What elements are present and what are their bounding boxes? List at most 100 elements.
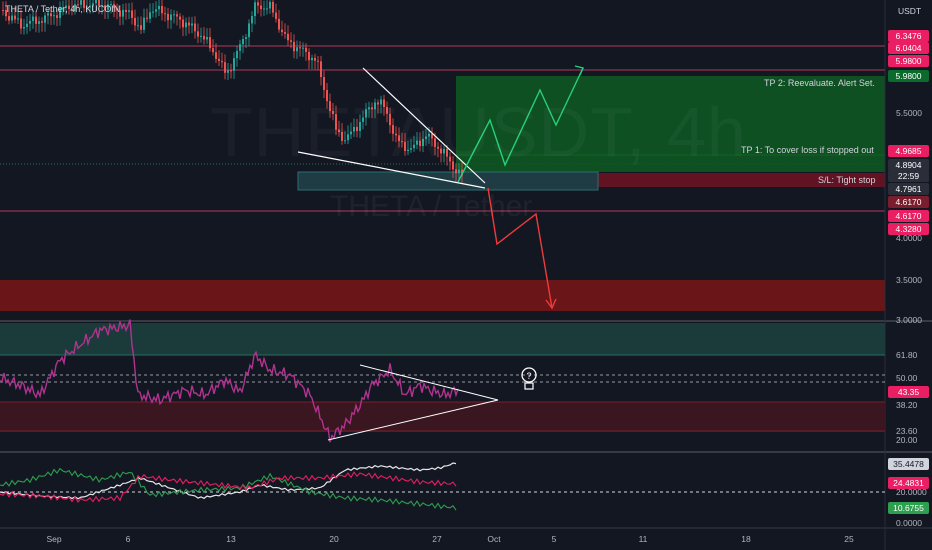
rsi-wedge-upper[interactable]: [359, 364, 499, 401]
price-tag: 5.9800: [888, 70, 929, 82]
candle-body: [269, 1, 271, 9]
candle-body: [272, 1, 274, 13]
candle-body: [338, 129, 340, 133]
price-candles: [2, 0, 463, 183]
rsi-upper-zone: [0, 323, 885, 355]
candle-body: [428, 133, 430, 137]
candle-body: [59, 8, 61, 19]
candle-body: [71, 8, 73, 11]
candle-body: [398, 135, 400, 142]
candle-body: [347, 134, 349, 141]
candle-body: [137, 25, 139, 27]
candle-body: [173, 14, 175, 16]
candle-body: [68, 5, 70, 9]
candle-body: [146, 17, 148, 19]
price-tag: 4.7961: [888, 183, 929, 195]
candle-body: [359, 121, 361, 131]
candle-body: [185, 22, 187, 28]
candle-body: [233, 58, 235, 71]
target-zone[interactable]: [0, 280, 885, 311]
sl-label[interactable]: S/L: Tight stop: [818, 175, 876, 185]
candle-body: [278, 18, 280, 30]
bullish-path[interactable]: [457, 67, 584, 183]
candle-body: [86, 7, 88, 9]
tp1-label[interactable]: TP 1: To cover loss if stopped out: [741, 145, 874, 155]
candle-body: [275, 12, 277, 19]
candle-body: [209, 37, 211, 49]
candle-body: [95, 0, 97, 4]
candle-body: [131, 10, 133, 18]
currency-label[interactable]: USDT: [898, 6, 922, 16]
bullish-arrowhead: [574, 65, 584, 76]
candle-body: [443, 148, 445, 154]
time-axis-label: 13: [226, 534, 236, 544]
candle-body: [446, 148, 448, 157]
time-axis-label: 6: [125, 534, 131, 544]
candle-body: [389, 113, 391, 126]
candle-body: [356, 126, 358, 131]
candle-body: [230, 70, 232, 72]
candle-body: [80, 0, 82, 5]
time-axis-label: 5: [551, 534, 557, 544]
candle-body: [152, 11, 154, 13]
candle-body: [434, 138, 436, 147]
candle-body: [410, 148, 412, 150]
price-axis-label: 5.5000: [896, 108, 922, 118]
rsi-axis-label: 50.00: [896, 373, 918, 383]
candle-body: [206, 37, 208, 40]
time-axis-label: 25: [844, 534, 854, 544]
candle-body: [161, 5, 163, 14]
dmi-tag: 35.4478: [888, 458, 929, 470]
candle-body: [14, 15, 16, 20]
candle-body: [218, 58, 220, 61]
price-tag: 4.9685: [888, 145, 929, 157]
rsi-value-tag: 43.35: [888, 386, 929, 398]
candle-body: [386, 106, 388, 114]
tp1-line: [456, 154, 885, 156]
candle-body: [401, 141, 403, 143]
candle-body: [452, 161, 454, 170]
rsi-lower-zone: [0, 402, 885, 432]
candle-body: [20, 18, 22, 29]
candle-body: [215, 52, 217, 59]
candle-body: [416, 140, 418, 145]
rsi-axis-label: 38.20: [896, 400, 918, 410]
tp2-label[interactable]: TP 2: Reevaluate. Alert Set.: [764, 78, 875, 88]
candle-body: [320, 61, 322, 78]
candle-body: [89, 6, 91, 8]
candle-body: [41, 21, 43, 23]
candle-body: [302, 47, 304, 49]
candle-body: [305, 47, 307, 52]
candle-body: [35, 16, 37, 24]
candle-body: [188, 22, 190, 26]
wedge-upper[interactable]: [362, 67, 486, 184]
price-tag: 4.6170: [888, 210, 929, 222]
lightbulb-icon[interactable]: ?: [521, 367, 537, 390]
rsi-line: [0, 319, 459, 443]
price-axis-label: 3.5000: [896, 275, 922, 285]
candle-body: [32, 16, 34, 21]
wedge-lower[interactable]: [297, 151, 486, 189]
bearish-arrowhead: [545, 298, 557, 310]
candle-body: [50, 13, 52, 17]
candle-body: [164, 13, 166, 15]
candle-body: [176, 14, 178, 17]
candle-body: [167, 13, 169, 21]
candle-body: [155, 9, 157, 12]
candle-body: [29, 20, 31, 24]
candle-body: [455, 169, 457, 174]
candle-body: [47, 13, 49, 16]
candle-body: [140, 25, 142, 30]
candle-body: [425, 136, 427, 139]
candle-body: [365, 109, 367, 118]
candle-body: [11, 15, 13, 21]
price-tag: 4.6170: [888, 196, 929, 208]
rsi-wedge-lower[interactable]: [327, 399, 499, 441]
candle-body: [113, 4, 115, 9]
candle-body: [341, 132, 343, 141]
candle-body: [260, 5, 262, 10]
candle-body: [212, 48, 214, 53]
candle-body: [296, 47, 298, 52]
bearish-path[interactable]: [487, 187, 553, 309]
